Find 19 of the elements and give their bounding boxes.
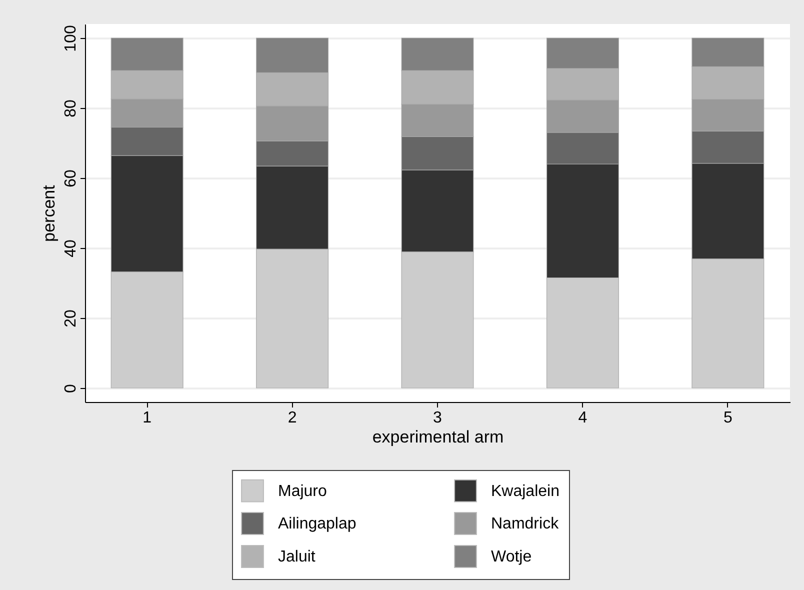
legend-label: Wotje xyxy=(491,548,532,566)
x-tick-label: 3 xyxy=(433,410,442,426)
legend-label: Ailingaplap xyxy=(278,516,356,532)
x-tick-label: 2 xyxy=(288,410,297,426)
x-tick-label: 1 xyxy=(142,410,152,426)
legend-label: Majuro xyxy=(278,482,328,500)
y-tick-label: 0 xyxy=(62,384,80,393)
x-axis-title: experimental arm xyxy=(372,428,504,446)
y-tick-label: 40 xyxy=(62,240,80,258)
y-tick-label: 100 xyxy=(62,25,80,52)
legend-label: Kwajalein xyxy=(491,482,560,500)
x-tick-label: 4 xyxy=(578,410,588,426)
legend-label: Namdrick xyxy=(491,516,560,532)
y-tick-label: 20 xyxy=(62,310,80,328)
y-tick-label: 80 xyxy=(62,100,80,118)
y-axis-title: percent xyxy=(40,184,58,242)
y-tick-label: 60 xyxy=(62,170,80,188)
legend-label: Jaluit xyxy=(278,548,316,566)
x-tick-label: 5 xyxy=(723,410,732,426)
